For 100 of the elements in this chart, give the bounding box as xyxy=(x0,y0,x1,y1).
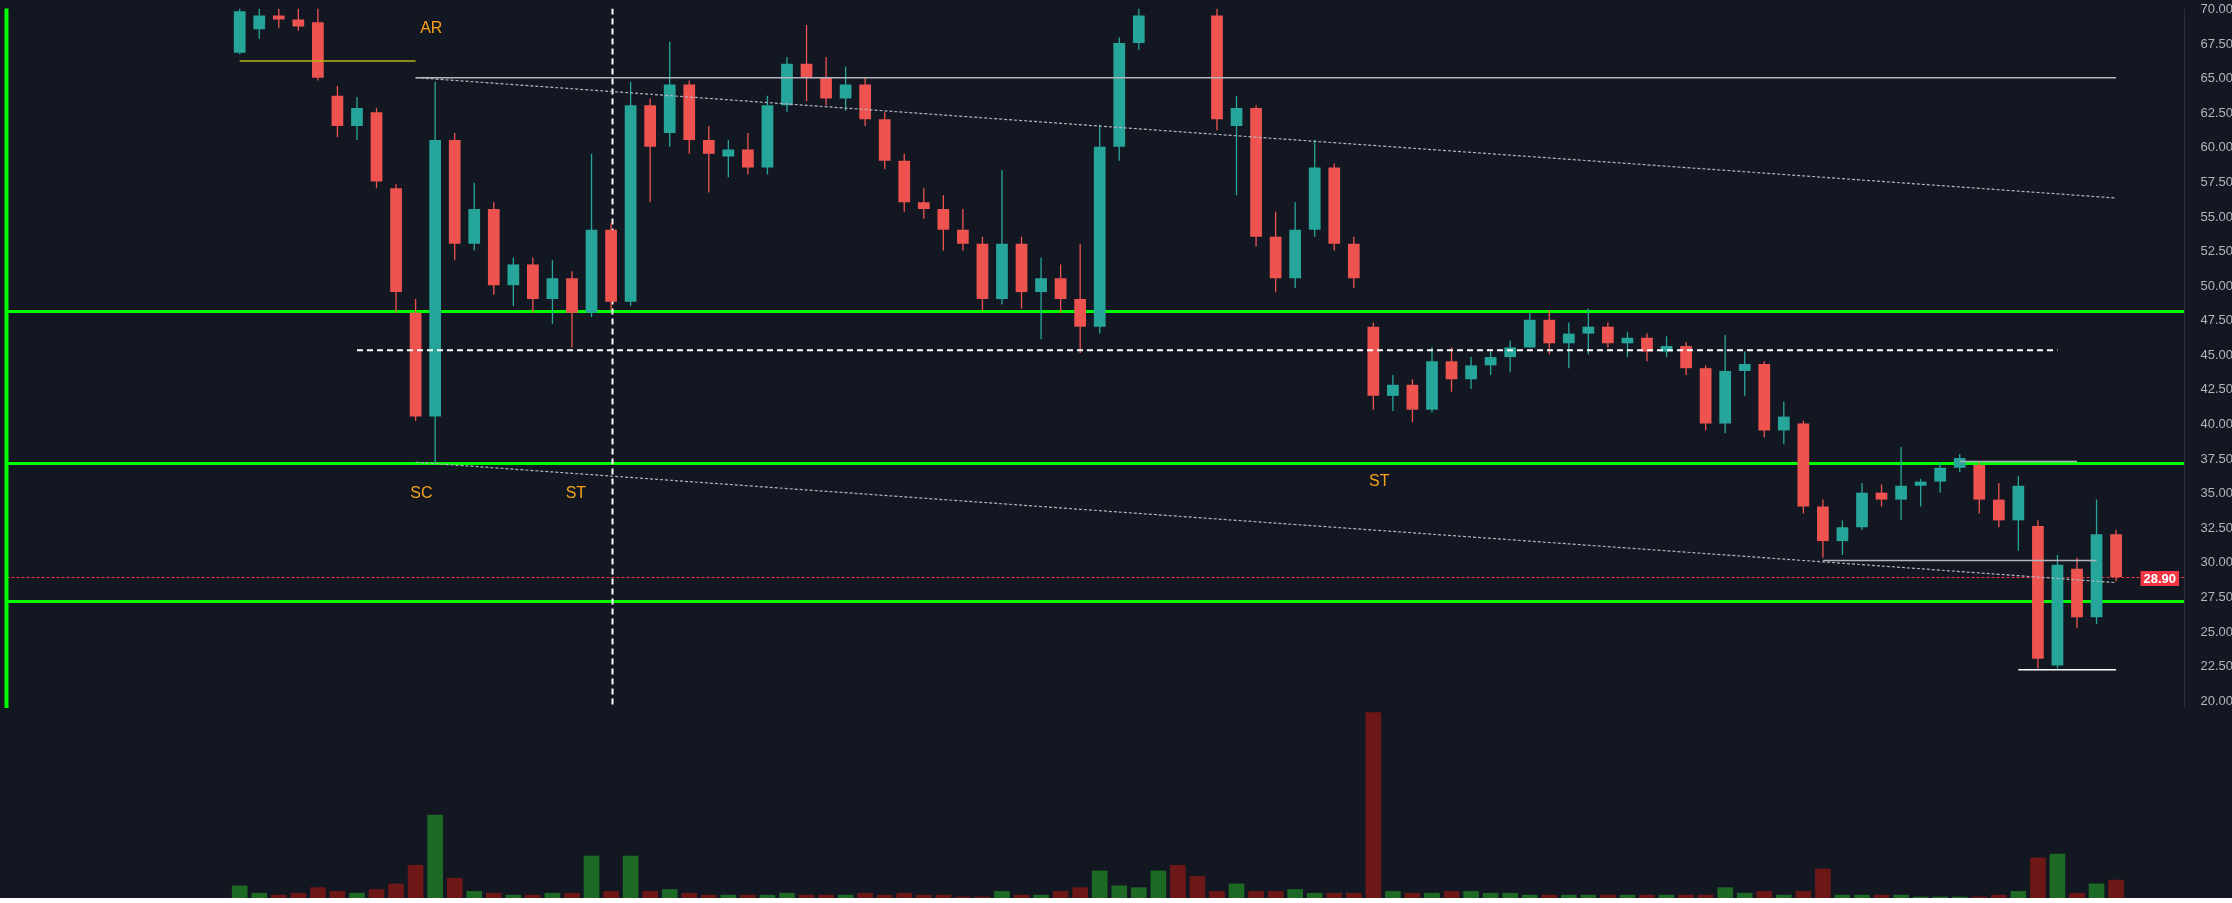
y-tick-label: 52.50 xyxy=(2200,243,2232,259)
bar xyxy=(1873,894,1890,898)
bar xyxy=(876,894,893,898)
candlestick xyxy=(272,8,285,29)
bar xyxy=(1482,892,1499,898)
candlestick xyxy=(702,125,715,194)
candlestick xyxy=(820,56,832,106)
bar xyxy=(1541,894,1558,898)
candlestick xyxy=(1054,263,1067,314)
bar xyxy=(935,894,952,898)
y-tick-label: 22.50 xyxy=(2200,658,2232,674)
bar xyxy=(583,855,600,898)
bar xyxy=(329,891,346,898)
bar xyxy=(622,855,639,898)
annotation: ST xyxy=(565,484,587,502)
candlestick xyxy=(1914,478,1927,508)
bar xyxy=(2088,883,2105,898)
bar xyxy=(1150,870,1167,898)
bar xyxy=(818,894,834,898)
bar xyxy=(505,894,522,898)
bar xyxy=(1248,891,1264,898)
bar xyxy=(1189,876,1206,898)
bar xyxy=(2069,892,2085,898)
candlestick xyxy=(937,194,950,252)
bar xyxy=(603,891,619,898)
bar xyxy=(310,887,326,898)
bar xyxy=(1775,894,1792,898)
bar xyxy=(251,892,268,898)
bar xyxy=(1111,885,1128,898)
candlestick xyxy=(1992,482,2005,528)
candlestick xyxy=(1465,356,1477,390)
bar xyxy=(1326,892,1343,898)
candlestick xyxy=(1934,461,1947,494)
bar xyxy=(544,892,561,898)
y-tick-label: 27.50 xyxy=(2200,588,2232,604)
candlestick xyxy=(1562,321,1575,369)
bar xyxy=(1424,892,1440,898)
bar xyxy=(388,883,404,898)
y-tick-label: 57.50 xyxy=(2200,173,2232,189)
bar xyxy=(1854,894,1870,898)
y-tick-label: 50.00 xyxy=(2200,277,2232,293)
bar xyxy=(642,891,658,898)
y-tick-label: 65.00 xyxy=(2200,70,2232,86)
bar xyxy=(485,892,502,898)
candlestick xyxy=(1035,256,1047,340)
bar xyxy=(2108,879,2124,898)
bar xyxy=(1463,891,1479,898)
bar xyxy=(1345,892,1362,898)
bar xyxy=(1580,894,1597,898)
annotation: AR xyxy=(420,19,443,37)
candlestick xyxy=(1230,95,1243,196)
candlestick xyxy=(917,187,930,220)
y-tick-label: 67.50 xyxy=(2200,35,2232,51)
candlestick xyxy=(1484,350,1497,376)
bar xyxy=(1697,894,1714,898)
bar xyxy=(446,878,463,898)
bar xyxy=(1756,891,1773,898)
bar xyxy=(1521,894,1538,898)
bar xyxy=(2030,857,2046,898)
bar xyxy=(837,894,854,898)
candlestick xyxy=(1387,374,1399,412)
bar xyxy=(759,894,776,898)
bar xyxy=(1072,887,1088,898)
bar xyxy=(270,894,287,898)
annotation: ST xyxy=(1368,471,1390,489)
bar xyxy=(1834,894,1851,898)
bar xyxy=(740,894,756,898)
bar xyxy=(427,814,443,898)
bar xyxy=(798,894,815,898)
bar xyxy=(1639,894,1655,898)
candlestick xyxy=(351,96,363,141)
bar xyxy=(1091,870,1108,898)
bar xyxy=(994,891,1010,898)
y-tick-label: 60.00 xyxy=(2200,139,2232,155)
bar xyxy=(231,885,248,898)
candlestick xyxy=(253,8,266,40)
y-tick-label: 40.00 xyxy=(2200,416,2232,432)
bar xyxy=(1404,892,1421,898)
bar xyxy=(1502,892,1518,898)
y-tick-label: 30.00 xyxy=(2200,554,2232,570)
candlestick xyxy=(1738,350,1751,397)
y-tick-label: 62.50 xyxy=(2200,104,2232,120)
bar xyxy=(720,894,737,898)
bar xyxy=(1267,891,1284,898)
bar xyxy=(1991,894,2007,898)
bar xyxy=(290,892,307,898)
y-tick-label: 37.50 xyxy=(2200,450,2232,466)
bar xyxy=(525,894,541,898)
bar xyxy=(1033,894,1049,898)
candlestick xyxy=(507,256,520,307)
y-tick-label: 47.50 xyxy=(2200,312,2232,328)
candlestick xyxy=(1895,446,1907,522)
candlestick xyxy=(722,139,735,178)
bar xyxy=(368,889,385,898)
y-tick-label: 35.00 xyxy=(2200,485,2232,501)
bar xyxy=(700,894,717,898)
bar xyxy=(1795,891,1812,898)
bar xyxy=(2010,891,2027,898)
candlestick xyxy=(1504,339,1517,373)
bar xyxy=(1287,889,1303,898)
